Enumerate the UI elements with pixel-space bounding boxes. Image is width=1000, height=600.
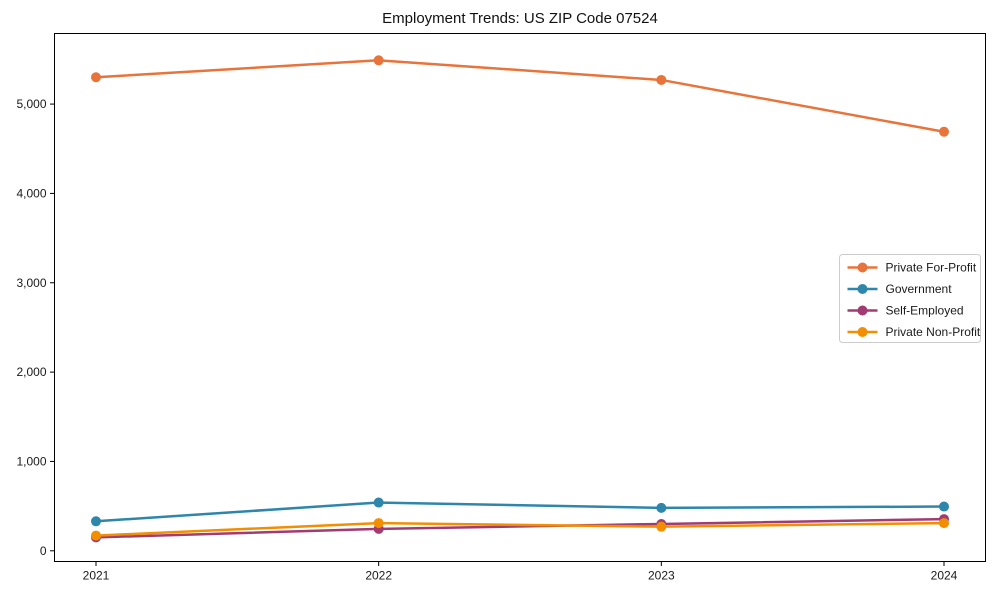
legend-item-self-employed: Self-Employed [847, 304, 964, 318]
data-point-marker [939, 126, 949, 137]
legend-item-government: Government [847, 282, 953, 296]
legend-item-label: Private For-Profit [886, 261, 977, 275]
legend-item-label: Private Non-Profit [886, 325, 981, 339]
y-tick-label: 2,000 [16, 365, 46, 379]
axes-layer: 0 1,000 2,000 3,000 4,000 5,000 2021 2022 2023 20… [16, 33, 986, 583]
series-line-private-non-profit [94, 521, 946, 537]
data-point-marker [373, 55, 384, 66]
data-point-marker [656, 502, 667, 513]
legend-item-label: Government [886, 282, 953, 296]
legend-item-label: Self-Employed [886, 304, 964, 318]
plot-border [54, 33, 986, 562]
data-point-marker [939, 501, 949, 512]
legend-box [839, 254, 981, 343]
y-tick-label: 3,000 [16, 276, 46, 290]
legend-item-private-non-profit: Private Non-Profit [847, 325, 981, 339]
x-tick-label: 2022 [365, 569, 392, 583]
x-tick-label: 2021 [83, 569, 110, 583]
x-tick-label: 2023 [648, 569, 675, 583]
y-tick-label: 1,000 [16, 454, 46, 468]
data-point-marker [656, 74, 667, 85]
y-tick-label: 4,000 [16, 186, 46, 200]
y-tick-label: 5,000 [16, 97, 46, 111]
x-tick-label: 2024 [931, 569, 958, 583]
legend: Private For-Profit Government Self-Employe… [839, 254, 981, 343]
series-line-private-for-profit [94, 59, 946, 134]
y-tick-label: 0 [40, 544, 47, 558]
series-layer [91, 55, 949, 543]
data-point-marker [91, 530, 101, 541]
legend-marker-icon [857, 305, 868, 316]
chart-title: Employment Trends: US ZIP Code 07524 [382, 10, 658, 27]
legend-marker-icon [857, 284, 868, 294]
data-point-marker [939, 518, 949, 529]
data-point-marker [656, 521, 667, 532]
legend-marker-icon [857, 262, 868, 273]
data-point-marker [91, 72, 101, 83]
series-line-government [94, 501, 946, 523]
data-point-marker [91, 516, 101, 527]
series-line-self-employed [94, 517, 946, 539]
legend-item-private-for-profit: Private For-Profit [847, 261, 977, 275]
legend-marker-icon [857, 327, 868, 337]
data-point-marker [373, 497, 384, 508]
data-point-marker [373, 518, 384, 529]
